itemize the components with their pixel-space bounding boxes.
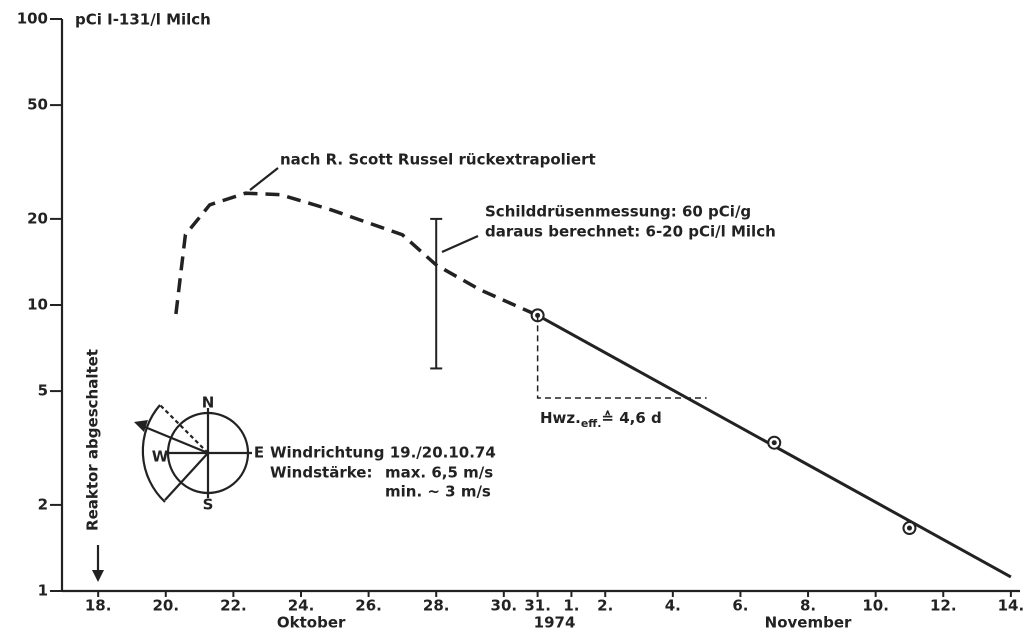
y-tick-label: 5 [38, 382, 48, 400]
compass-label: E [254, 444, 264, 462]
series-line [174, 191, 539, 317]
x-sublabel: Oktober [277, 614, 346, 632]
compass-label: W [152, 448, 169, 466]
windrose: N E S W [134, 394, 264, 514]
x-tick-label: 4. [665, 597, 681, 615]
annotation: Reaktor abgeschaltet [84, 349, 102, 531]
x-tick-label: 12. [930, 597, 957, 615]
x-tick-label: 22. [220, 597, 247, 615]
wind-arc [141, 404, 166, 503]
y-tick-label: 100 [17, 10, 48, 28]
x-tick-label: 14. [998, 597, 1025, 615]
x-tick-label: 6. [732, 597, 748, 615]
y-tick-label: 2 [38, 495, 48, 513]
annotation: ≙ 4,6 d [601, 409, 661, 427]
x-tick-label: 26. [355, 597, 382, 615]
annotation: max. 6,5 m/s [385, 464, 493, 482]
annotation: Windrichtung 19./20.10.74 [270, 444, 496, 462]
wind-sector [164, 452, 209, 501]
annotation: Hwz.eff.≙ 4,6 d [540, 409, 662, 431]
pointer [249, 167, 279, 191]
y-axis-label: pCi I-131/l Milch [75, 11, 211, 29]
x-sublabel: 1974 [534, 614, 576, 632]
annotation: min. ~ 3 m/s [385, 483, 491, 501]
data-point-dot [771, 440, 777, 446]
annotation: Windstärke: [270, 464, 372, 482]
x-tick-label: 2. [597, 597, 613, 615]
pointer [441, 234, 479, 254]
x-tick-label: 1. [563, 597, 579, 615]
y-tick-label: 10 [27, 296, 48, 314]
compass-label: S [203, 496, 214, 514]
x-tick-label: 24. [288, 597, 315, 615]
x-tick-label: 31. [524, 597, 551, 615]
x-tick-label: 28. [423, 597, 450, 615]
x-tick-label: 20. [152, 597, 179, 615]
x-sublabel: November [765, 614, 852, 632]
y-tick-label: 50 [27, 96, 48, 114]
annotation: Schilddrüsenmessung: 60 pCi/g [485, 203, 751, 221]
wind-sector [159, 404, 209, 454]
x-tick-label: 18. [85, 597, 112, 615]
x-tick-label: 30. [491, 597, 518, 615]
annotation: Hwz. [540, 409, 581, 427]
series-line [536, 315, 707, 399]
compass-label: N [202, 394, 215, 412]
y-tick-label: 20 [27, 209, 48, 227]
data-point-dot [906, 525, 912, 531]
arrowhead [92, 570, 104, 582]
y-tick-label: 1 [38, 582, 48, 600]
x-tick-label: 10. [862, 597, 889, 615]
annotation: nach R. Scott Russel rückextrapoliert [280, 151, 596, 169]
x-tick-label: 8. [800, 597, 816, 615]
annotation: eff. [581, 417, 602, 430]
wind-arrow [139, 423, 209, 455]
wind-arrowhead [134, 420, 148, 432]
annotation: daraus berechnet: 6-20 pCi/l Milch [485, 223, 776, 241]
